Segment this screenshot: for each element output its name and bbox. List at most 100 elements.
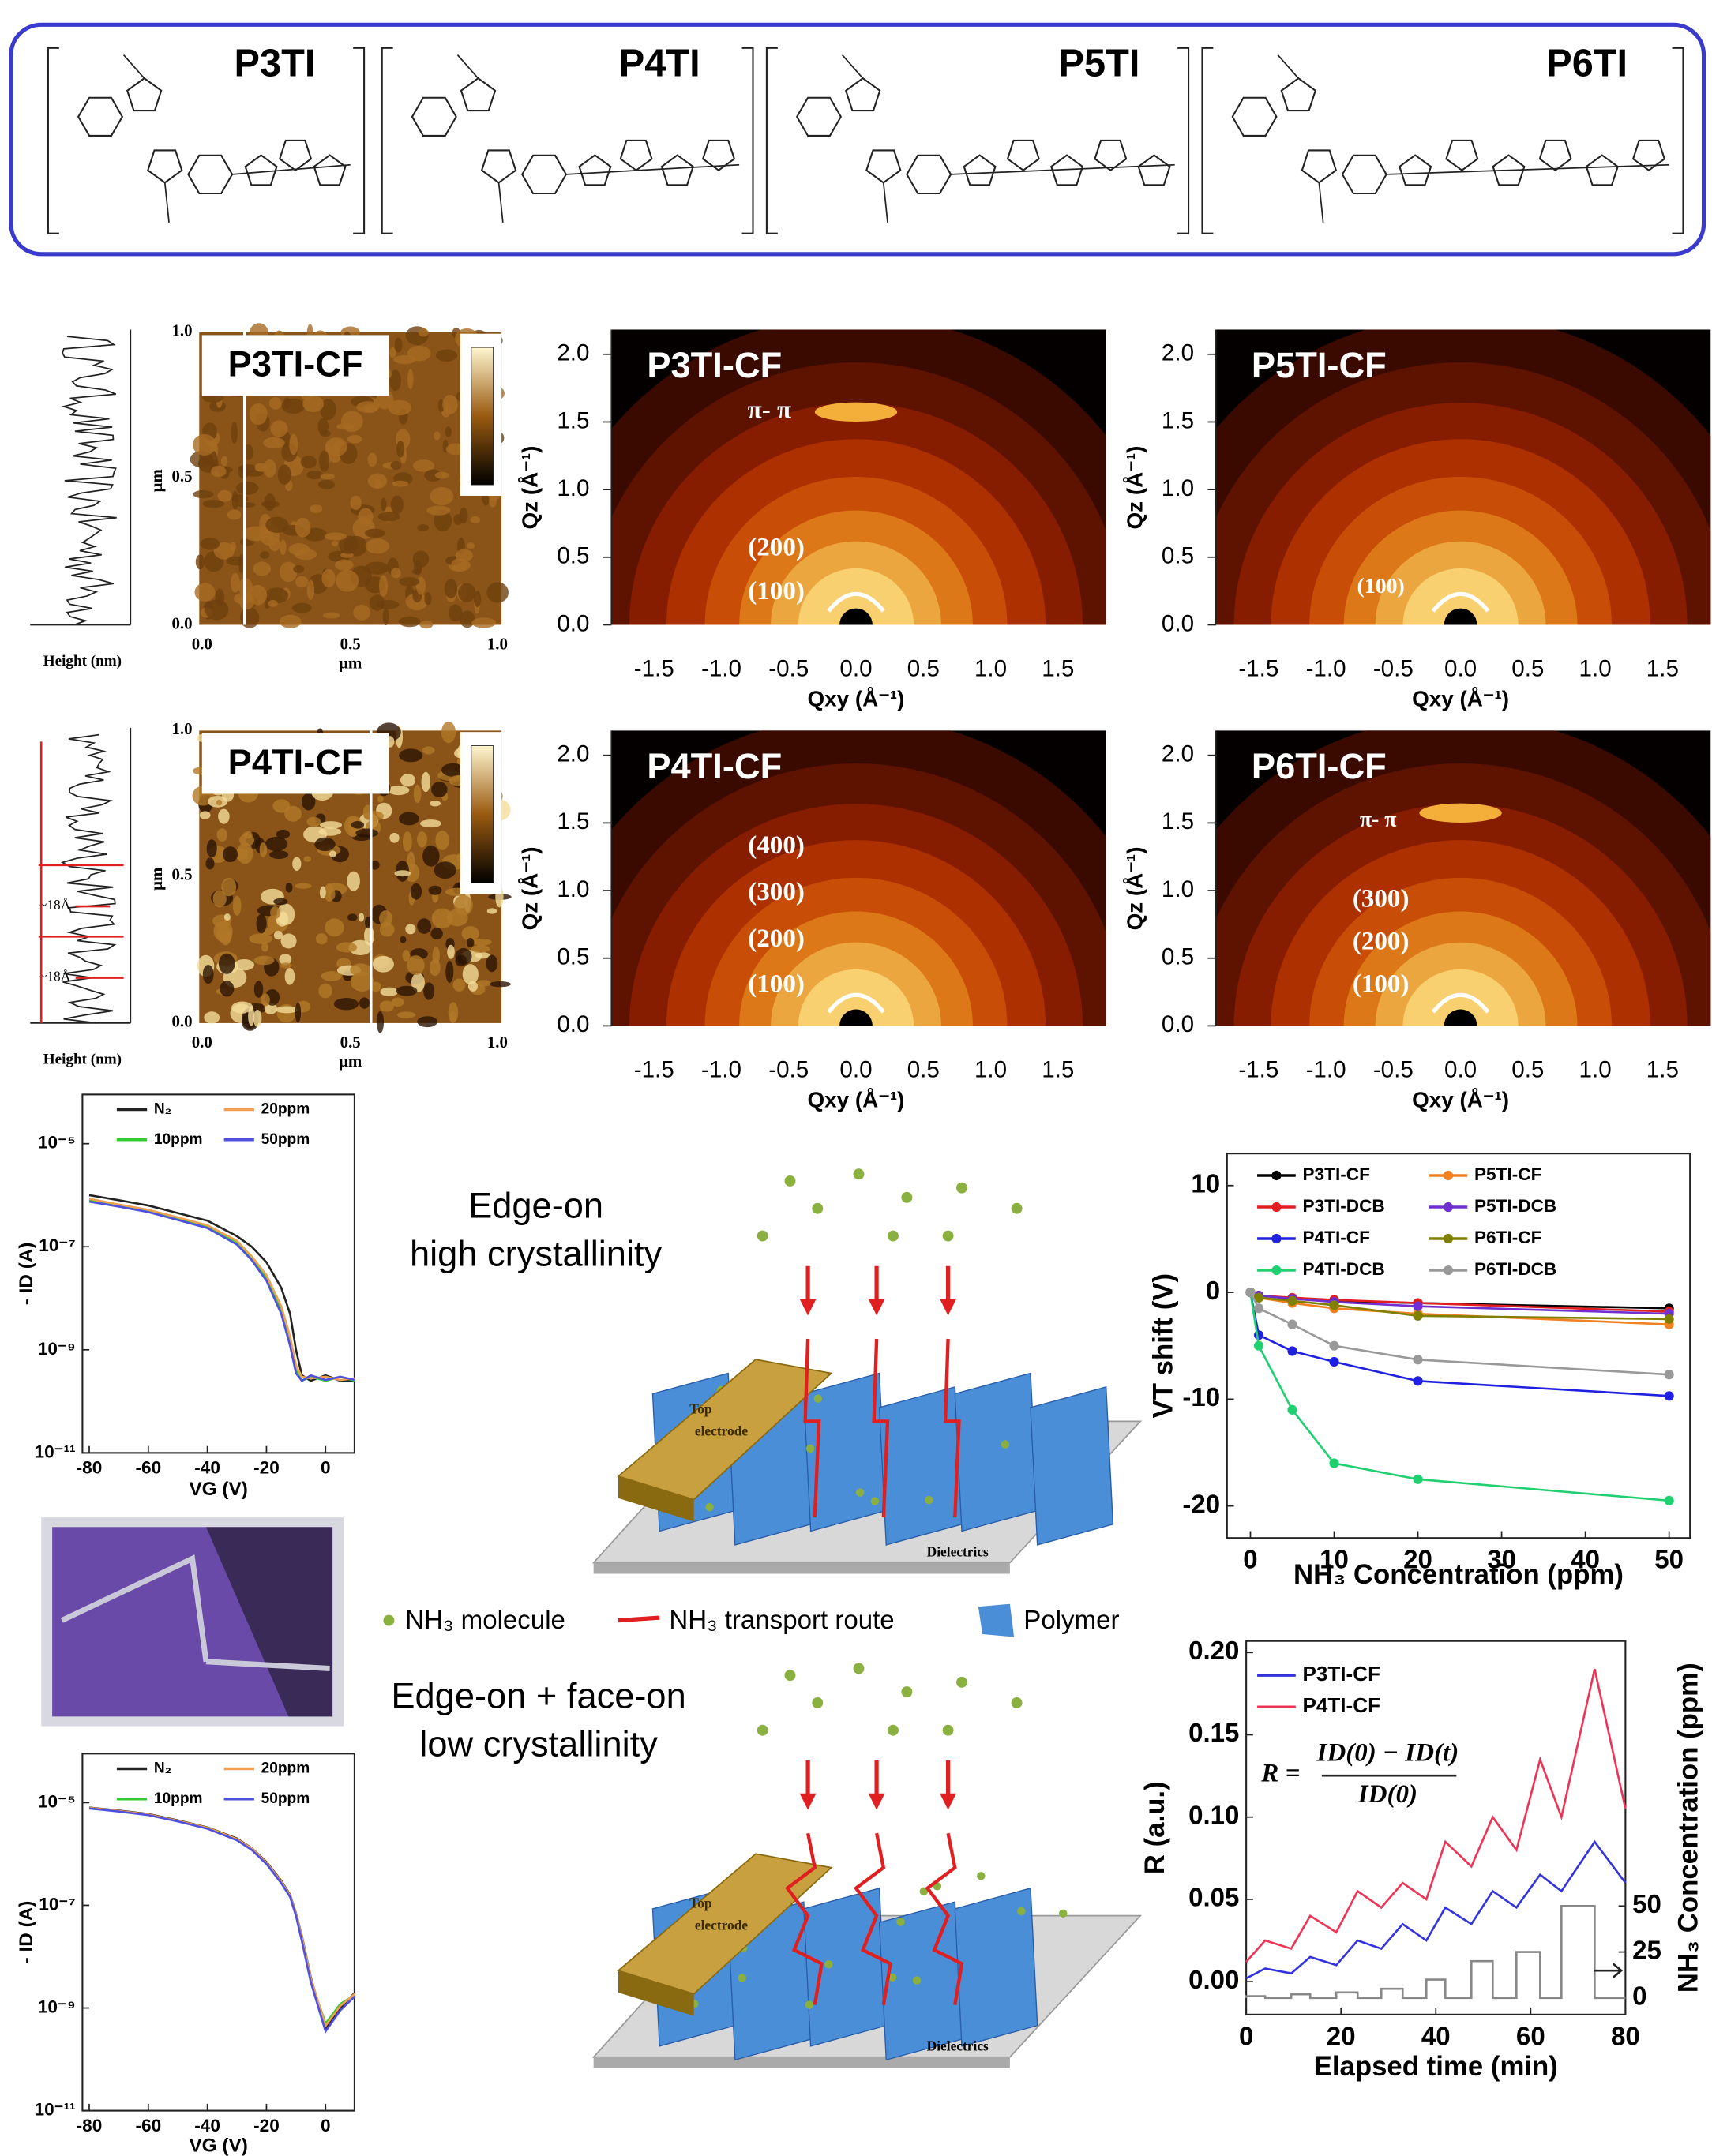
- afm-grain: [325, 437, 347, 456]
- y-tick-label: 1.0: [172, 719, 193, 738]
- afm-grain: [193, 434, 216, 456]
- afm-grain: [254, 956, 275, 965]
- nh3-molecule: [812, 1203, 823, 1214]
- y-tick-label: 1.5: [557, 407, 589, 433]
- x-tick-label: 0.5: [340, 634, 361, 653]
- x-tick-label: 1.5: [1646, 1057, 1679, 1083]
- annotation: ~18Å: [39, 898, 71, 913]
- afm-grain: [414, 785, 422, 803]
- x-tick-label: -80: [77, 2116, 103, 2135]
- afm-grain: [396, 441, 404, 457]
- data-point: [1413, 1355, 1422, 1364]
- structure-label: P6TI: [1546, 42, 1628, 84]
- scheme-title: Edge-on: [468, 1186, 603, 1226]
- panel-label: P5TI-CF: [1252, 345, 1387, 385]
- legend-label: P3TI-CF: [1302, 1164, 1369, 1184]
- electrode-label: Top: [689, 1401, 711, 1416]
- afm-grain: [356, 401, 379, 413]
- afm-grain: [231, 422, 237, 444]
- afm-grain: [260, 842, 268, 857]
- afm-grain: [364, 811, 384, 821]
- afm-grain: [413, 550, 429, 568]
- afm-grain: [231, 573, 240, 593]
- afm-grain: [471, 945, 490, 953]
- x-tick-label: -1.5: [1238, 1057, 1278, 1083]
- afm-grain: [358, 508, 373, 525]
- afm-grain: [359, 997, 370, 1008]
- data-point: [1665, 1391, 1674, 1400]
- afm-grain: [274, 931, 283, 939]
- afm-grain: [460, 508, 468, 523]
- afm-grain: [436, 349, 457, 362]
- y-tick-label: 0.00: [1188, 1966, 1239, 1995]
- afm-grain: [449, 1011, 456, 1023]
- x-tick-label: 0.5: [907, 656, 940, 682]
- afm-grain: [399, 577, 419, 587]
- afm-grain: [422, 772, 430, 792]
- afm-grain: [201, 538, 220, 549]
- afm-grain: [430, 487, 454, 505]
- afm-grain: [276, 1007, 298, 1014]
- y-tick-label: 0.5: [1162, 944, 1194, 970]
- afm-grain: [449, 604, 463, 621]
- afm-grain: [432, 909, 453, 928]
- x-tick-label: 0: [1243, 1546, 1257, 1575]
- x-axis-label: Qxy (Å⁻¹): [808, 687, 905, 711]
- dielectric-side: [594, 1563, 1010, 1574]
- x-tick-label: -1.0: [701, 656, 741, 682]
- nh3-molecule: [1017, 1907, 1025, 1915]
- y-tick-label: 0.0: [1162, 1011, 1194, 1037]
- y-tick-label: 1.0: [557, 475, 589, 501]
- afm-grain: [336, 570, 359, 592]
- nh3-molecule: [956, 1183, 967, 1194]
- afm-grain: [204, 1011, 220, 1023]
- legend-label: 10ppm: [154, 1790, 203, 1807]
- afm-grain: [260, 551, 269, 559]
- equation: ID(0) − ID(t): [1316, 1739, 1459, 1768]
- afm-grain: [442, 395, 457, 414]
- x-tick-label: -0.5: [768, 656, 809, 682]
- x-tick-label: 20: [1327, 2022, 1356, 2051]
- afm-grain: [292, 603, 312, 613]
- structure-label: P3TI: [235, 42, 316, 84]
- x-tick-label: 1.0: [1579, 1057, 1612, 1083]
- y-tick-label: 10: [1191, 1169, 1220, 1198]
- afm-label: P4TI-CF: [228, 742, 363, 782]
- y-axis-label: Qz (Å⁻¹): [1122, 446, 1147, 530]
- afm-grain: [323, 613, 340, 619]
- flow-arrow-head: [800, 1794, 817, 1810]
- afm-grain: [295, 883, 312, 889]
- afm-grain: [335, 560, 354, 571]
- afm-grain: [243, 527, 268, 542]
- afm-grain: [293, 565, 304, 573]
- y-tick-label: 0.20: [1188, 1637, 1239, 1666]
- x-tick-label: -1.0: [701, 1057, 741, 1083]
- legend-label: P5TI-CF: [1474, 1164, 1541, 1184]
- afm-grain: [318, 984, 332, 999]
- afm-grain: [318, 480, 335, 489]
- nh3-molecule: [824, 1960, 832, 1968]
- data-point: [1665, 1314, 1674, 1324]
- afm-grain: [487, 908, 497, 913]
- x-tick-label: 0.5: [1511, 1057, 1544, 1083]
- y2-tick-label: 0: [1632, 1982, 1646, 2012]
- afm-grain: [377, 796, 384, 803]
- afm-grain: [194, 583, 215, 602]
- legend-label: 50ppm: [261, 1790, 310, 1807]
- afm-grain: [419, 621, 433, 628]
- scheme-title: high crystallinity: [410, 1234, 663, 1274]
- nh3-molecule: [738, 1974, 745, 1982]
- afm-grain: [391, 568, 401, 578]
- x-tick-label: 0: [1239, 2022, 1253, 2051]
- afm-grain: [280, 615, 302, 628]
- y-tick-label: 10⁻⁷: [39, 1235, 75, 1255]
- x-tick-label: -0.5: [1373, 1057, 1414, 1083]
- afm-grain: [390, 461, 401, 470]
- afm-grain: [458, 583, 475, 602]
- x-tick-label: 40: [1421, 2022, 1451, 2051]
- afm-grain: [307, 817, 321, 827]
- panel-label: P4TI-CF: [647, 746, 782, 786]
- afm-grain: [223, 846, 238, 862]
- legend-label: P4TI-CF: [1302, 1693, 1380, 1717]
- y-tick-label: 2.0: [557, 741, 589, 767]
